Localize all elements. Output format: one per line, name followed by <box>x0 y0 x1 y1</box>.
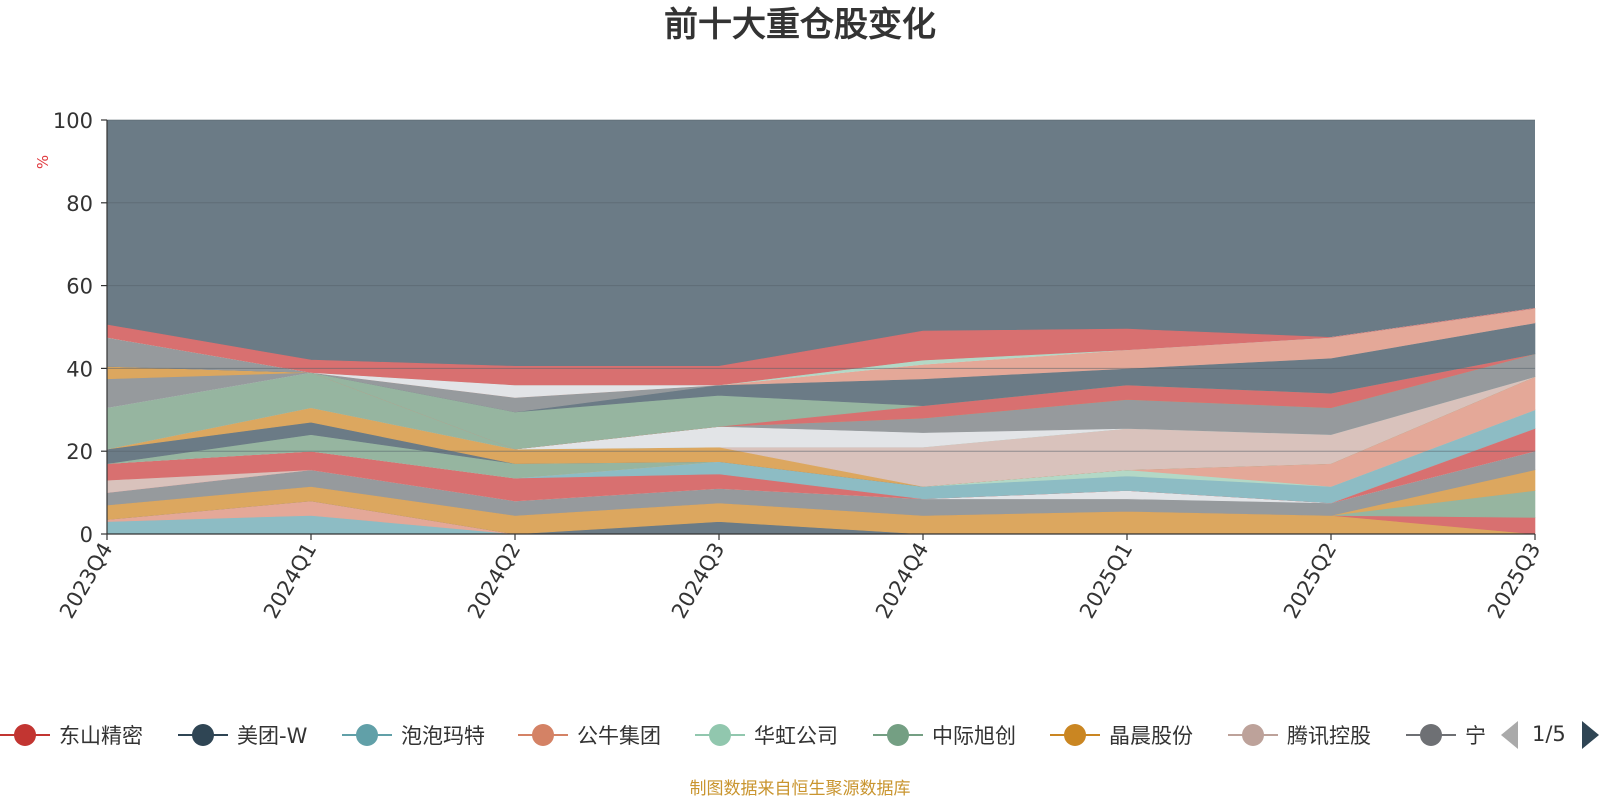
legend-page-indicator: 1/5 <box>1532 722 1566 746</box>
data-source-note: 制图数据来自恒生聚源数据库 <box>690 779 911 799</box>
legend-pager: 1/5 <box>1501 721 1599 749</box>
legend-item-5[interactable]: 华虹公司 <box>695 724 838 748</box>
grid-lines <box>107 119 1535 452</box>
x-tick-label: 2025Q1 <box>1075 539 1137 623</box>
x-tick-label: 2025Q2 <box>1279 539 1341 623</box>
y-tick-labels: 0 20 40 60 80 100 <box>53 109 93 547</box>
legend-label: 泡泡玛特 <box>401 724 485 748</box>
legend-item-4[interactable]: 公牛集团 <box>518 724 661 748</box>
legend-label: 华虹公司 <box>754 724 838 748</box>
legend-item-3[interactable]: 泡泡玛特 <box>342 724 485 748</box>
legend-marker-icon <box>1064 724 1086 746</box>
legend-item-6[interactable]: 中际旭创 <box>873 724 1016 748</box>
y-tick-label: 0 <box>80 523 93 547</box>
y-tick-label: 60 <box>66 275 93 299</box>
legend-item-2[interactable]: 美团-W <box>178 724 308 748</box>
legend-item-7[interactable]: 晶晨股份 <box>1050 724 1193 748</box>
legend-next-arrow-icon[interactable] <box>1582 721 1599 749</box>
legend-marker-icon <box>356 724 378 746</box>
y-tick-label: 100 <box>53 109 93 133</box>
y-tick-label: 40 <box>66 357 93 381</box>
legend-label: 公牛集团 <box>577 724 661 748</box>
area-series-31 <box>106 308 1536 386</box>
y-tick-label: 80 <box>66 192 93 216</box>
legend-label: 晶晨股份 <box>1109 724 1193 748</box>
legend-item-8[interactable]: 腾讯控股 <box>1228 724 1371 748</box>
legend-item-9[interactable]: 宁 <box>1406 724 1486 748</box>
x-tick-label: 2025Q3 <box>1483 539 1545 623</box>
chart-title: 前十大重仓股变化 <box>664 5 936 45</box>
legend-label: 美团-W <box>237 724 308 748</box>
x-tick-label: 2024Q1 <box>259 539 321 623</box>
legend-prev-arrow-icon[interactable] <box>1501 721 1518 749</box>
legend-marker-icon <box>887 724 909 746</box>
x-tick-labels: 2023Q4 2024Q1 2024Q2 2024Q3 2024Q4 2025Q1 2025… <box>55 539 1545 623</box>
legend[interactable]: 东山精密 美团-W 泡泡玛特 公牛集团 华虹公司 中际旭创 晶晨股份 腾讯控股 宁 <box>0 724 1486 748</box>
x-tick-label: 2024Q4 <box>871 539 933 623</box>
x-tick-label: 2024Q3 <box>667 539 729 623</box>
legend-marker-icon <box>1242 724 1264 746</box>
axes <box>101 119 1536 540</box>
legend-label: 东山精密 <box>59 724 143 748</box>
legend-marker-icon <box>709 724 731 746</box>
legend-label: 中际旭创 <box>932 724 1016 748</box>
y-axis-unit: % <box>34 155 52 169</box>
stacked-areas <box>106 308 1536 535</box>
x-tick-label: 2024Q2 <box>463 539 525 623</box>
x-tick-label: 2023Q4 <box>55 539 117 623</box>
y-tick-label: 20 <box>66 440 93 464</box>
legend-label: 宁 <box>1465 724 1486 748</box>
legend-marker-icon <box>1420 724 1442 746</box>
legend-marker-icon <box>532 724 554 746</box>
legend-label: 腾讯控股 <box>1287 724 1371 748</box>
legend-marker-icon <box>14 724 36 746</box>
legend-item-1[interactable]: 东山精密 <box>0 724 143 748</box>
legend-marker-icon <box>192 724 214 746</box>
